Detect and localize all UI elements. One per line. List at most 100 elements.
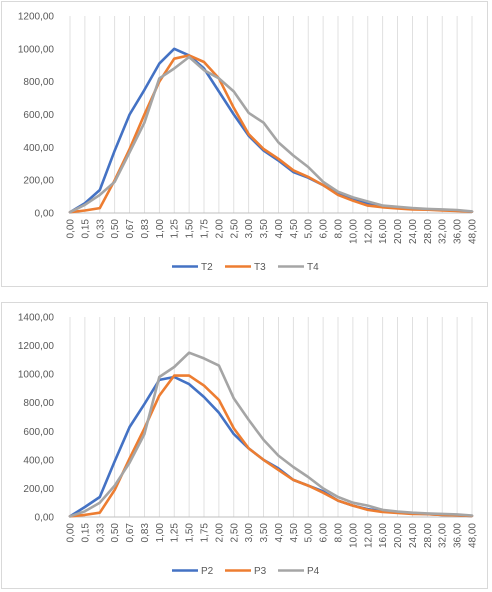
top-x-tick-label: 28,00 bbox=[423, 219, 434, 244]
bottom-gridlines bbox=[69, 317, 473, 517]
top-x-tick-label: 0,67 bbox=[125, 219, 136, 239]
top-y-tick-label: 400,00 bbox=[23, 143, 54, 154]
top-y-axis: 0,00 200,00 400,00 600,00 800,00 1000,00 1200,… bbox=[18, 12, 55, 220]
bottom-legend: P2 P3 P4 bbox=[172, 566, 320, 577]
top-x-tick-label: 0,00 bbox=[66, 219, 77, 239]
top-x-tick-label: 32,00 bbox=[438, 219, 449, 244]
top-y-tick-label: 200,00 bbox=[23, 176, 54, 187]
bottom-x-tick-label: 8,00 bbox=[334, 523, 345, 543]
bottom-x-tick-label: 2,00 bbox=[214, 523, 225, 543]
bottom-y-tick-label: 1000,00 bbox=[18, 370, 55, 381]
bottom-x-tick-label: 16,00 bbox=[378, 523, 389, 548]
bottom-x-tick-label: 0,33 bbox=[95, 523, 106, 543]
bottom-x-tick-label: 3,00 bbox=[244, 523, 255, 543]
legend-item-p3: P3 bbox=[225, 566, 267, 577]
bottom-y-tick-label: 1200,00 bbox=[18, 341, 55, 352]
bottom-x-tick-label: 1,25 bbox=[170, 523, 181, 543]
top-x-tick-label: 20,00 bbox=[393, 219, 404, 244]
top-chart-panel: 0,00 200,00 400,00 600,00 800,00 1000,00 1200,… bbox=[1, 1, 488, 287]
legend-label: P4 bbox=[307, 566, 320, 577]
bottom-x-tick-label: 48,00 bbox=[468, 523, 479, 548]
bottom-x-tick-label: 2,50 bbox=[229, 523, 240, 543]
bottom-y-axis: 0,00 200,00 400,00 600,00 800,00 1000,00 1200,… bbox=[18, 313, 55, 524]
legend-item-p4: P4 bbox=[278, 566, 320, 577]
top-x-tick-label: 1,75 bbox=[200, 219, 211, 239]
bottom-y-tick-label: 200,00 bbox=[23, 484, 54, 495]
bottom-x-tick-label: 4,50 bbox=[289, 523, 300, 543]
top-x-tick-label: 8,00 bbox=[334, 219, 345, 239]
top-legend: T2 T3 T4 bbox=[172, 262, 319, 273]
bottom-x-tick-label: 24,00 bbox=[408, 523, 419, 548]
legend-item-t4: T4 bbox=[278, 262, 319, 273]
bottom-x-tick-label: 0,15 bbox=[80, 523, 91, 543]
top-x-tick-label: 5,00 bbox=[304, 219, 315, 239]
top-y-tick-label: 1000,00 bbox=[18, 44, 55, 55]
top-x-tick-label: 3,00 bbox=[244, 219, 255, 239]
legend-label: T4 bbox=[307, 262, 319, 273]
top-x-tick-label: 6,00 bbox=[319, 219, 330, 239]
top-y-tick-label: 0,00 bbox=[35, 209, 55, 220]
top-gridlines bbox=[69, 16, 473, 213]
bottom-x-tick-label: 32,00 bbox=[438, 523, 449, 548]
top-line-chart: 0,00 200,00 400,00 600,00 800,00 1000,00 1200,… bbox=[18, 12, 479, 274]
top-x-tick-label: 36,00 bbox=[453, 219, 464, 244]
bottom-x-tick-label: 36,00 bbox=[453, 523, 464, 548]
top-x-tick-label: 0,50 bbox=[110, 219, 121, 239]
top-y-tick-label: 600,00 bbox=[23, 110, 54, 121]
bottom-x-tick-label: 0,67 bbox=[125, 523, 136, 543]
legend-label: T3 bbox=[254, 262, 266, 273]
top-x-tick-label: 1,25 bbox=[170, 219, 181, 239]
top-x-tick-label: 0,15 bbox=[80, 219, 91, 239]
bottom-x-tick-label: 1,75 bbox=[200, 523, 211, 543]
legend-label: T2 bbox=[201, 262, 213, 273]
series-line-t4 bbox=[68, 55, 474, 214]
top-x-tick-label: 4,00 bbox=[274, 219, 285, 239]
top-x-tick-label: 12,00 bbox=[363, 219, 374, 244]
bottom-x-tick-label: 10,00 bbox=[348, 523, 359, 548]
top-x-tick-label: 0,83 bbox=[140, 219, 151, 239]
bottom-x-tick-label: 0,83 bbox=[140, 523, 151, 543]
bottom-x-tick-label: 3,50 bbox=[259, 523, 270, 543]
top-y-tick-label: 1200,00 bbox=[18, 12, 55, 23]
bottom-x-tick-label: 28,00 bbox=[423, 523, 434, 548]
bottom-x-tick-label: 20,00 bbox=[393, 523, 404, 548]
bottom-y-tick-label: 0,00 bbox=[35, 513, 55, 524]
bottom-x-tick-label: 1,00 bbox=[155, 523, 166, 543]
bottom-x-tick-label: 6,00 bbox=[319, 523, 330, 543]
bottom-x-tick-label: 4,00 bbox=[274, 523, 285, 543]
bottom-y-tick-label: 400,00 bbox=[23, 455, 54, 466]
series-line-t3 bbox=[68, 54, 474, 214]
top-x-tick-label: 2,50 bbox=[229, 219, 240, 239]
bottom-y-tick-label: 800,00 bbox=[23, 398, 54, 409]
legend-label: P2 bbox=[201, 566, 214, 577]
bottom-x-tick-label: 5,00 bbox=[304, 523, 315, 543]
legend-item-p2: P2 bbox=[172, 566, 214, 577]
top-x-tick-label: 24,00 bbox=[408, 219, 419, 244]
legend-item-t3: T3 bbox=[225, 262, 266, 273]
bottom-y-tick-label: 600,00 bbox=[23, 427, 54, 438]
bottom-chart-panel: 0,00 200,00 400,00 600,00 800,00 1000,00 1200,… bbox=[1, 302, 488, 589]
bottom-line-chart: 0,00 200,00 400,00 600,00 800,00 1000,00 1200,… bbox=[18, 313, 479, 578]
bottom-x-axis: 0,00 0,15 0,33 0,50 0,67 0,83 1,00 1,25 1,50 1,75… bbox=[66, 523, 479, 548]
legend-label: P3 bbox=[254, 566, 267, 577]
top-x-tick-label: 4,50 bbox=[289, 219, 300, 239]
top-y-tick-label: 800,00 bbox=[23, 77, 54, 88]
legend-item-t2: T2 bbox=[172, 262, 213, 273]
top-x-tick-label: 10,00 bbox=[348, 219, 359, 244]
series-line-p4 bbox=[68, 351, 474, 518]
top-x-tick-label: 3,50 bbox=[259, 219, 270, 239]
bottom-x-tick-label: 1,50 bbox=[185, 523, 196, 543]
top-x-tick-label: 2,00 bbox=[214, 219, 225, 239]
top-x-tick-label: 16,00 bbox=[378, 219, 389, 244]
bottom-x-tick-label: 0,00 bbox=[66, 523, 77, 543]
bottom-x-tick-label: 12,00 bbox=[363, 523, 374, 548]
top-x-axis: 0,00 0,15 0,33 0,50 0,67 0,83 1,00 1,25 1,50 1,75… bbox=[66, 219, 479, 244]
bottom-y-tick-label: 1400,00 bbox=[18, 313, 55, 324]
top-x-tick-label: 48,00 bbox=[468, 219, 479, 244]
top-x-tick-label: 1,00 bbox=[155, 219, 166, 239]
bottom-x-tick-label: 0,50 bbox=[110, 523, 121, 543]
bottom-series-lines bbox=[68, 351, 474, 518]
top-x-tick-label: 1,50 bbox=[185, 219, 196, 239]
top-series-lines bbox=[68, 47, 474, 214]
top-x-tick-label: 0,33 bbox=[95, 219, 106, 239]
